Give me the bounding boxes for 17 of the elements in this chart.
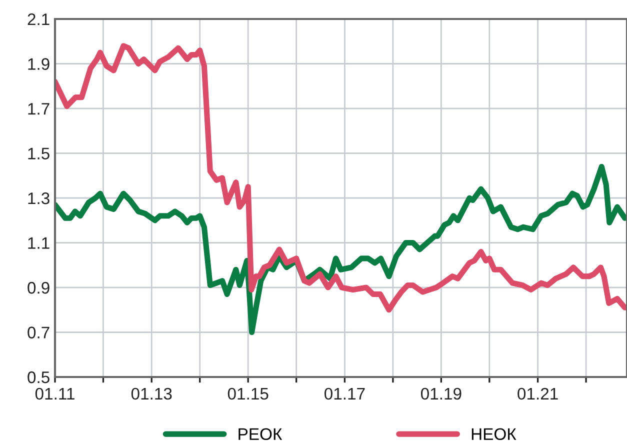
x-tick-label: 01.15 <box>228 388 268 400</box>
x-tick-label: 01.11 <box>35 388 74 400</box>
y-tick-label: 1.3 <box>28 192 50 204</box>
x-tick-label: 01.13 <box>131 388 172 400</box>
legend-label: НЕОК <box>472 428 516 440</box>
y-tick-label: 1.5 <box>28 148 50 160</box>
x-tick-label: 01.17 <box>324 388 365 400</box>
y-tick-label: 1.7 <box>28 103 50 115</box>
y-tick-label: 0.9 <box>28 282 50 294</box>
y-tick-label: 0.5 <box>28 371 50 384</box>
legend-label: РЕОК <box>238 428 282 440</box>
y-tick-label: 0.7 <box>28 326 50 338</box>
y-tick-label: 2.1 <box>28 13 50 26</box>
x-tick-label: 01.21 <box>518 388 558 400</box>
x-tick-label: 01.19 <box>420 388 462 400</box>
y-tick-label: 1.9 <box>28 58 50 70</box>
y-tick-label: 1.1 <box>28 237 50 249</box>
